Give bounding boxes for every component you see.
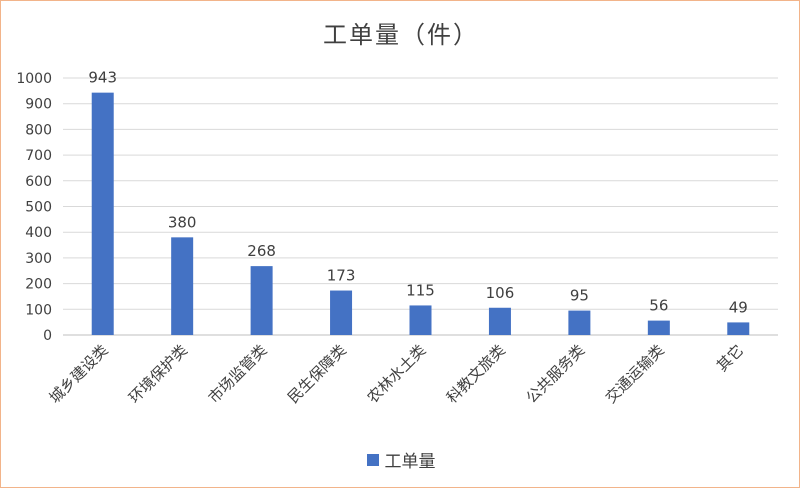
- bar: [727, 322, 750, 335]
- data-label: 106: [486, 284, 515, 302]
- bar: [409, 305, 432, 335]
- data-label: 268: [247, 242, 276, 260]
- x-tick-label: 科教文旅类: [443, 341, 509, 407]
- data-label: 173: [327, 267, 356, 285]
- x-tick-label: 市场监管类: [205, 341, 271, 407]
- legend-label: 工单量: [384, 452, 436, 472]
- bar: [250, 266, 273, 335]
- bar: [330, 290, 353, 335]
- y-tick-label: 400: [25, 225, 52, 241]
- data-label: 943: [88, 69, 117, 87]
- x-tick-label: 公共服务类: [522, 341, 588, 407]
- y-tick-label: 500: [25, 200, 52, 216]
- y-tick-label: 600: [25, 174, 52, 190]
- bar: [568, 310, 591, 335]
- x-tick-label: 其它: [713, 341, 747, 375]
- bar: [171, 237, 194, 335]
- data-label: 95: [570, 287, 589, 305]
- y-tick-label: 800: [25, 122, 52, 138]
- bar: [488, 307, 511, 335]
- data-label: 380: [168, 213, 197, 231]
- y-tick-label: 700: [25, 148, 52, 164]
- bar: [647, 320, 670, 335]
- data-label: 115: [406, 281, 435, 299]
- y-tick-label: 200: [25, 277, 52, 293]
- legend-swatch: [366, 453, 379, 466]
- x-tick-label: 交通运输类: [602, 341, 668, 407]
- y-tick-label: 100: [25, 302, 52, 318]
- bar: [91, 92, 114, 335]
- legend: 工单量: [1, 447, 800, 472]
- x-tick-label: 民生保障类: [284, 341, 350, 407]
- y-tick-label: 900: [25, 97, 52, 113]
- data-label: 56: [649, 297, 668, 315]
- data-label: 49: [729, 298, 748, 316]
- x-tick-label: 环境保护类: [125, 341, 191, 407]
- y-tick-label: 0: [43, 328, 52, 344]
- chart-title: 工单量（件）: [323, 21, 479, 49]
- y-tick-label: 300: [25, 251, 52, 267]
- x-tick-label: 农林水土类: [364, 341, 430, 407]
- y-tick-label: 1000: [16, 71, 52, 87]
- x-tick-label: 城乡建设类: [46, 341, 112, 407]
